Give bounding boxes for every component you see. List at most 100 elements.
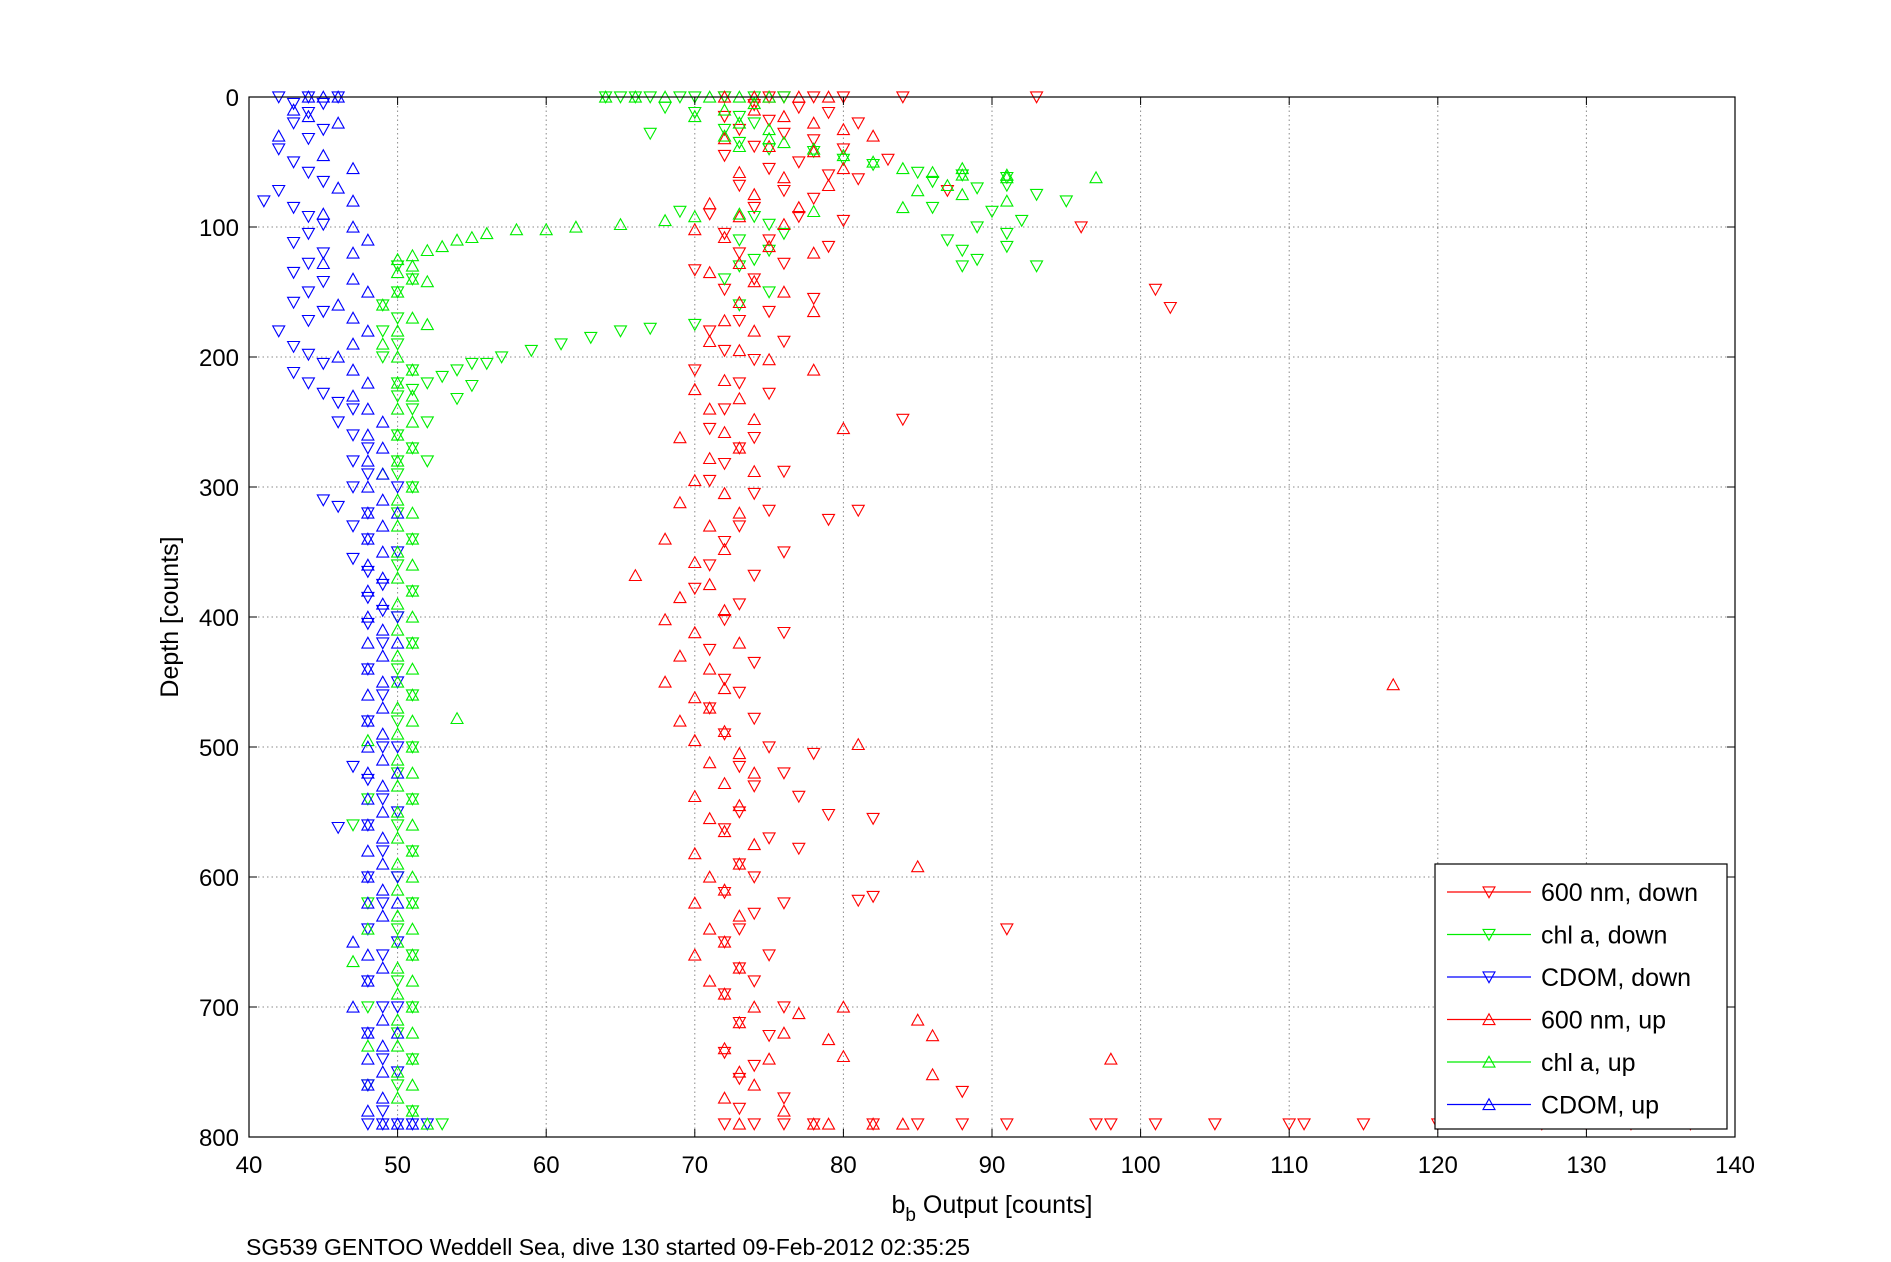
data-point (702, 519, 717, 532)
data-point (286, 201, 301, 215)
series-5 (271, 90, 420, 1130)
data-point (717, 603, 732, 617)
data-point (717, 273, 732, 286)
data-point (390, 753, 405, 766)
data-point (687, 209, 702, 223)
y-tick-label: 200 (199, 345, 239, 372)
legend-item: CDOM, up (1447, 1092, 1659, 1120)
data-point (420, 416, 435, 429)
data-point (747, 140, 762, 154)
data-point (360, 773, 375, 787)
data-point (360, 532, 375, 545)
data-point (732, 909, 747, 922)
data-point (464, 230, 479, 244)
data-point (390, 896, 405, 909)
data-point (821, 808, 836, 822)
data-point (747, 431, 762, 445)
data-point (405, 662, 420, 675)
data-point (390, 611, 405, 624)
data-point (687, 896, 702, 909)
data-point (405, 896, 420, 909)
x-axis-label: bb Output [counts] (892, 1191, 1093, 1226)
data-point (360, 1052, 375, 1065)
data-point (331, 116, 346, 129)
data-point (732, 441, 747, 454)
data-point (702, 974, 717, 987)
data-point (732, 391, 747, 405)
data-point (390, 454, 405, 467)
data-point (925, 175, 940, 189)
data-point (405, 818, 420, 831)
data-point (405, 844, 420, 857)
data-point (301, 210, 316, 224)
data-point (375, 649, 390, 662)
data-point (717, 313, 732, 327)
data-point (999, 923, 1014, 936)
data-point (390, 649, 405, 662)
data-point (346, 246, 360, 259)
data-point (346, 481, 360, 494)
data-point (687, 382, 702, 396)
data-point (702, 662, 717, 675)
y-tick-label: 700 (199, 995, 239, 1022)
y-tick-label: 0 (226, 85, 239, 112)
data-point (732, 207, 747, 220)
data-point (1297, 1118, 1311, 1131)
data-point (360, 558, 375, 571)
data-point (732, 1065, 747, 1078)
legend-item: 600 nm, down (1447, 879, 1698, 907)
data-point (955, 1118, 970, 1131)
data-point (821, 106, 836, 120)
data-point (1029, 260, 1044, 273)
data-point (509, 222, 524, 236)
data-point (316, 148, 331, 162)
data-point (687, 625, 702, 639)
data-point (360, 844, 375, 857)
data-point (747, 210, 762, 224)
x-axis-label-rest: Output [counts] (916, 1191, 1093, 1219)
data-point (836, 148, 851, 162)
data-point (286, 266, 301, 280)
data-point (702, 870, 717, 883)
data-point (851, 737, 866, 751)
data-point (405, 948, 420, 961)
data-point (717, 542, 732, 556)
data-point (836, 421, 851, 435)
data-point (375, 519, 390, 532)
data-point (687, 555, 702, 569)
data-point (777, 227, 791, 241)
data-point (360, 402, 375, 415)
data-point (836, 1049, 851, 1063)
data-point (717, 457, 732, 471)
data-point (836, 214, 851, 228)
data-point (732, 314, 747, 328)
data-point (910, 859, 925, 873)
data-point (717, 935, 732, 948)
data-point (390, 715, 405, 728)
data-point (747, 464, 762, 478)
data-point (405, 870, 420, 883)
data-point (717, 535, 732, 549)
data-point (331, 350, 346, 363)
legend-label: chl a, up (1541, 1049, 1636, 1077)
data-point (405, 636, 420, 649)
data-point (301, 109, 316, 123)
y-tick-label: 300 (199, 475, 239, 502)
data-point (717, 724, 732, 738)
data-point (360, 1039, 375, 1052)
data-point (360, 454, 375, 467)
data-point (717, 344, 732, 358)
data-point (821, 1032, 836, 1046)
data-point (271, 325, 286, 338)
y-tick-label: 600 (199, 865, 239, 892)
data-point (747, 766, 762, 779)
data-point (732, 256, 747, 270)
data-point (673, 430, 687, 444)
data-point (732, 136, 747, 150)
data-point (658, 213, 673, 227)
data-point (999, 168, 1014, 181)
data-point (390, 987, 405, 1000)
data-point (925, 201, 940, 215)
data-point (360, 591, 375, 605)
